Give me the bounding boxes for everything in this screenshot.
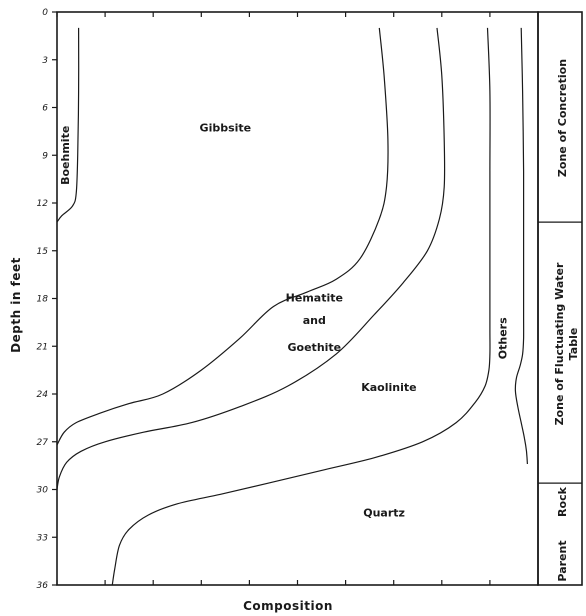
zone-label-fluctuating-line2: Table (567, 328, 580, 361)
zone-label-fluctuating-line1: Zone of Fluctuating Water (553, 262, 566, 425)
y-tick-label: 27 (37, 438, 49, 448)
zone-column-frame (537, 11, 583, 586)
zone-label-rock: Rock (556, 486, 569, 517)
mineral-labels: Boehmite Gibbsite Hematite and Goethite Kaoli… (59, 121, 510, 519)
boundary-hematite-and-goethite (56, 27, 446, 490)
zone-label-concretion: Zone of Concretion (556, 59, 569, 177)
y-tick-label: 24 (37, 390, 49, 400)
label-and: and (303, 314, 326, 327)
y-tick-label: 36 (37, 581, 49, 591)
label-gibbsite: Gibbsite (200, 121, 252, 134)
label-boehmite: Boehmite (59, 126, 72, 185)
composition-boundaries (56, 27, 528, 586)
label-kaolinite: Kaolinite (361, 381, 416, 394)
y-tick-label: 15 (37, 247, 49, 257)
y-tick-label: 9 (42, 151, 48, 161)
label-goethite: Goethite (288, 341, 342, 354)
boundary-boehmite (56, 27, 80, 223)
x-axis-ticks (56, 12, 539, 585)
y-tick-label: 6 (42, 104, 48, 114)
x-axis-title: Composition (243, 599, 333, 613)
boundary-gibbsite (56, 27, 389, 446)
y-tick-label: 21 (37, 342, 48, 352)
label-others: Others (497, 317, 510, 359)
y-axis-title: Depth in feet (9, 257, 23, 353)
y-tick-label: 18 (37, 295, 49, 305)
y-tick-label: 3 (42, 56, 48, 66)
y-tick-label: 12 (37, 199, 49, 209)
y-tick-label: 0 (42, 8, 48, 18)
label-quartz: Quartz (363, 507, 405, 520)
y-tick-label: 30 (37, 486, 49, 496)
y-tick-label: 33 (37, 533, 49, 543)
zone-dividers (538, 221, 582, 484)
label-hematite: Hematite (286, 292, 343, 305)
boundary-kaolinite (111, 27, 491, 586)
zone-label-parent: Parent (556, 540, 569, 581)
boundary-others (514, 27, 528, 465)
